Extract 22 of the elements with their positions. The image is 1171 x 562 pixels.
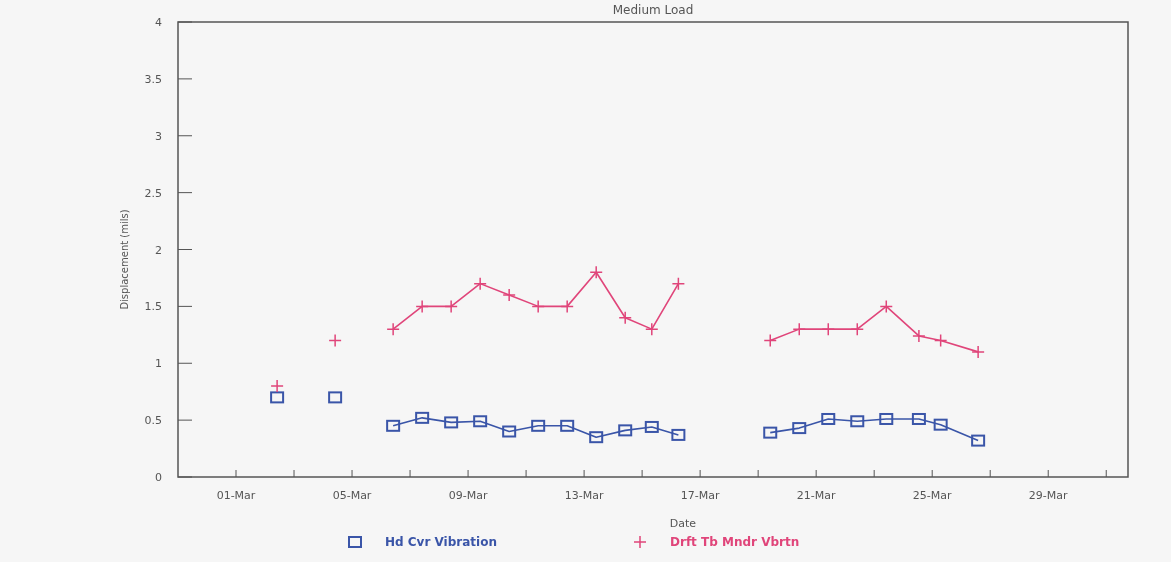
legend-label: Drft Tb Mndr Vbrtn — [670, 535, 800, 549]
chart-title: Medium Load — [612, 3, 694, 17]
y-tick-label: 0 — [155, 471, 162, 484]
x-tick-label: 21-Mar — [796, 489, 836, 502]
y-tick-label: 0.5 — [144, 414, 162, 428]
x-tick-label: 25-Mar — [912, 489, 953, 502]
y-tick-label: 1 — [155, 357, 162, 371]
legend-label: Hd Cvr Vibration — [385, 535, 497, 549]
y-tick-label: 4 — [155, 16, 162, 29]
x-tick-label: 09-Mar — [448, 489, 488, 502]
x-tick-label: 17-Mar — [680, 489, 720, 502]
y-tick-label: 1.5 — [144, 300, 162, 314]
x-tick-label: 29-Mar — [1028, 489, 1069, 502]
y-tick-label: 2.5 — [144, 186, 162, 200]
x-axis-title: Date — [669, 517, 697, 530]
x-tick-label: 13-Mar — [564, 489, 604, 502]
y-axis-title: Displacement (mils) — [119, 209, 130, 310]
y-tick-label: 2 — [155, 243, 162, 257]
y-tick-label: 3.5 — [144, 72, 162, 86]
y-tick-label: 3 — [155, 129, 162, 143]
x-tick-label: 05-Mar — [332, 489, 372, 502]
x-tick-label: 01-Mar — [216, 489, 256, 502]
